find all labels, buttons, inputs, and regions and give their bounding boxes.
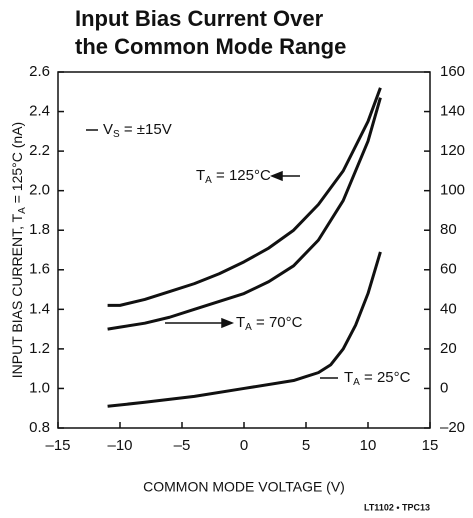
y2-tick-label: 100	[440, 182, 465, 199]
arrow-head	[221, 317, 235, 329]
curve	[107, 87, 382, 307]
x-tick-label: –5	[174, 437, 191, 454]
series-label-part: = 25°C	[360, 369, 411, 386]
series-label: TA = 25°C	[344, 369, 411, 388]
y2-tick-label: 20	[440, 340, 457, 357]
y-label-part: = 125°C (nA)	[9, 122, 25, 207]
x-tick-label: –10	[107, 437, 132, 454]
curve	[107, 97, 382, 331]
series-label-sub: A	[353, 377, 360, 388]
y-tick-label: 2.6	[29, 63, 50, 80]
x-tick-label: 0	[240, 437, 248, 454]
series-label-part: = 70°C	[252, 314, 303, 331]
y-tick-label: 1.6	[29, 261, 50, 278]
annotation-sub: S	[113, 129, 120, 140]
x-tick-label: 5	[302, 437, 310, 454]
series-label-part: T	[236, 314, 245, 331]
y-tick-label: 2.4	[29, 103, 50, 120]
series-label-sub: A	[245, 322, 252, 333]
footer: LT1102 • TPC13	[364, 502, 430, 512]
y-tick-label: 1.2	[29, 340, 50, 357]
x-tick-label: 15	[422, 437, 439, 454]
chart-title: Input Bias Current Over	[75, 6, 324, 31]
chart-title: the Common Mode Range	[75, 34, 346, 59]
y-tick-label: 1.4	[29, 300, 50, 317]
y2-tick-label: 160	[440, 63, 465, 80]
y-axis-label: INPUT BIAS CURRENT, TA = 125°C (nA)	[9, 122, 28, 378]
y2-tick-label: 60	[440, 261, 457, 278]
x-tick-label: –15	[45, 437, 70, 454]
y-label-part: INPUT BIAS CURRENT, T	[9, 213, 25, 378]
annotation-part: = ±15V	[120, 121, 172, 138]
y2-tick-label: 0	[440, 379, 448, 396]
y-tick-label: 2.0	[29, 182, 50, 199]
y-tick-label: 2.2	[29, 142, 50, 159]
y-label-sub: A	[17, 207, 28, 214]
annotation: VS = ±15V	[103, 121, 172, 140]
arrow-head	[269, 170, 283, 182]
y2-tick-label: –20	[440, 419, 465, 436]
x-tick-label: 10	[360, 437, 377, 454]
label-arrows	[165, 170, 338, 379]
series-label: TA = 70°C	[236, 314, 303, 333]
y-tick-label: 1.0	[29, 379, 50, 396]
series-label-part: T	[344, 369, 353, 386]
y-tick-label: 0.8	[29, 419, 50, 436]
series-label-part: = 125°C	[212, 167, 271, 184]
y2-tick-label: 120	[440, 142, 465, 159]
series-label-part: T	[196, 167, 205, 184]
series-label: TA = 125°C	[196, 167, 271, 186]
annotation-part: V	[103, 121, 113, 138]
y2-tick-label: 80	[440, 221, 457, 238]
curve	[107, 251, 382, 408]
y2-tick-label: 40	[440, 300, 457, 317]
y2-tick-label: 140	[440, 103, 465, 120]
y-tick-label: 1.8	[29, 221, 50, 238]
x-axis-label: COMMON MODE VOLTAGE (V)	[143, 479, 345, 495]
series-label-sub: A	[205, 175, 212, 186]
